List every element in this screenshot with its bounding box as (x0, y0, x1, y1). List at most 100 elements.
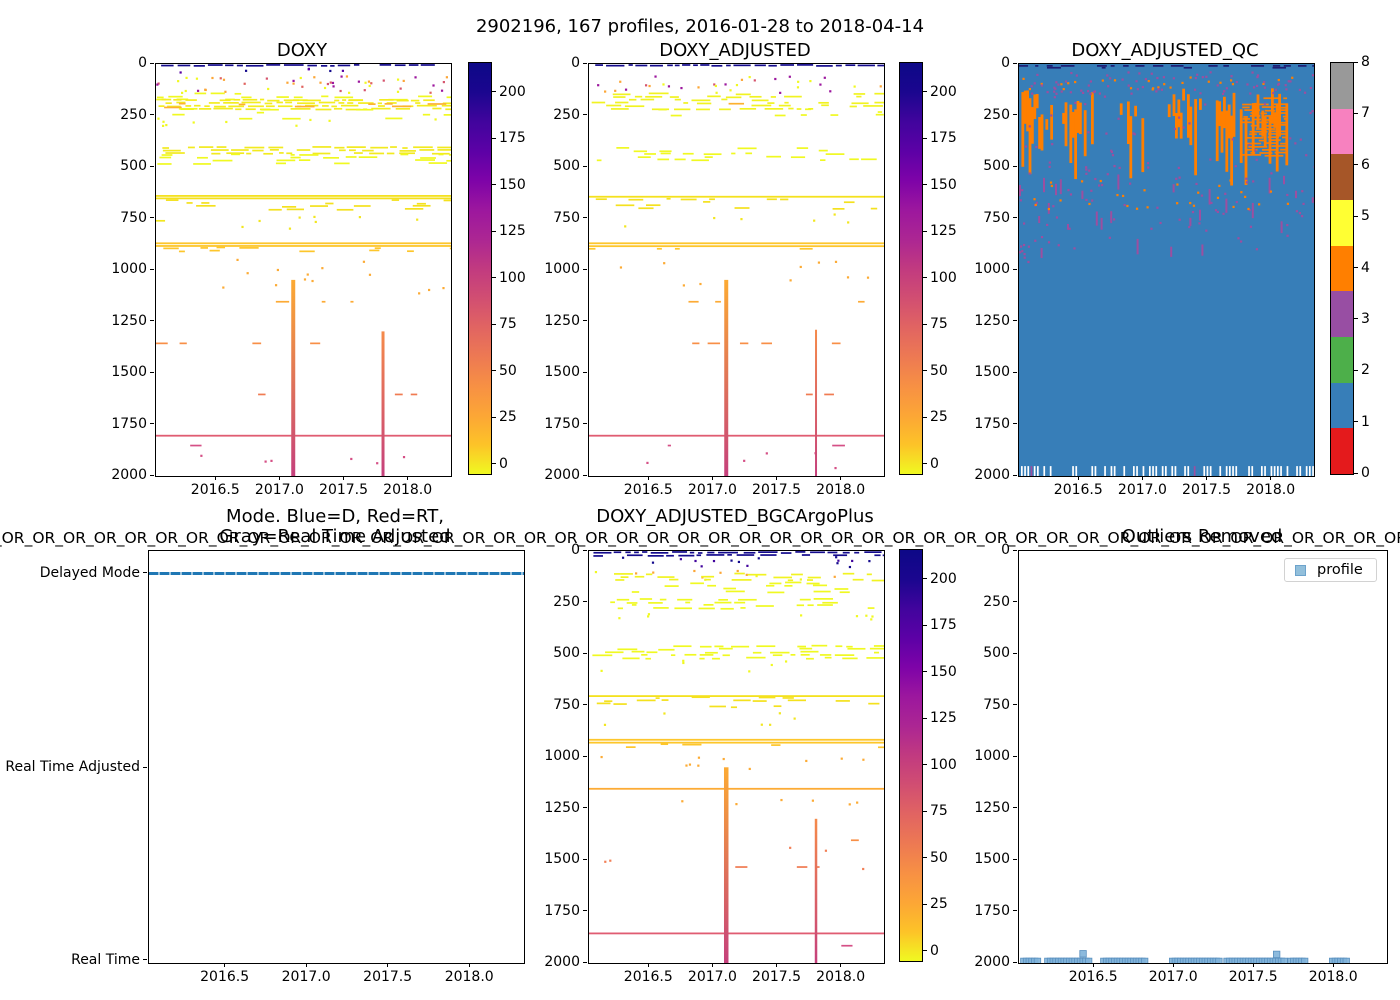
y-tick-mark (150, 165, 154, 167)
y-tick-label: 2000 (544, 467, 580, 483)
panel-title-mode-line1: Mode. Blue=D, Red=RT, (226, 506, 444, 527)
colorbar-tick-label: 75 (930, 316, 948, 333)
y-tick-mark (150, 371, 154, 373)
y-tick-label: 1000 (974, 261, 1010, 277)
legend: profile (1284, 558, 1377, 582)
colorbar-tick-label: 200 (499, 83, 526, 100)
y-tick-mark (583, 371, 587, 373)
colorbar-tick-mark (923, 416, 927, 418)
mode-tick-mark (143, 959, 147, 961)
colorbar-tick-mark (1354, 215, 1358, 217)
y-tick-label: 1750 (974, 415, 1010, 432)
colorbar-tick-label: 4 (1361, 259, 1370, 276)
x-tick-mark (1332, 963, 1334, 967)
y-tick-label: 1500 (974, 364, 1010, 380)
mode-tick-label: Delayed Mode (39, 564, 140, 581)
qc-colorbar-segment (1331, 382, 1353, 429)
x-tick-label: 2017.5 (1228, 969, 1278, 985)
profile-marker-icon (1295, 564, 1306, 576)
outliers-scatter (1020, 950, 1350, 963)
y-tick-mark (1013, 371, 1017, 373)
x-tick-mark (840, 476, 842, 480)
y-tick-mark (150, 268, 154, 270)
y-tick-mark (150, 474, 154, 476)
panel-title-outliers-removed: Outliers Removed (1121, 526, 1283, 547)
x-tick-mark (1077, 476, 1079, 480)
colorbar-tick-label: 25 (930, 409, 948, 426)
colorbar-tick-mark (923, 857, 927, 859)
y-tick-mark (150, 114, 154, 115)
p1-heatmap (156, 64, 451, 476)
y-tick-mark (1013, 217, 1017, 218)
x-tick-mark (1252, 963, 1254, 967)
colorbar-tick-mark (923, 764, 927, 766)
panel-title-doxy: DOXY (276, 40, 328, 61)
y-tick-mark (583, 858, 587, 860)
colorbar-tick-mark (1354, 267, 1358, 268)
x-tick-label: 2018.0 (1246, 482, 1296, 498)
y-tick-mark (1013, 423, 1017, 424)
y-tick-mark (150, 217, 154, 218)
x-tick-label: 2016.5 (190, 482, 240, 498)
colorbar-tick-label: 75 (930, 803, 948, 820)
x-tick-mark (647, 963, 649, 967)
y-tick-mark (583, 268, 587, 270)
x-tick-label: 2017.0 (254, 482, 304, 498)
colorbar-tick-label: 2 (1361, 362, 1370, 379)
y-tick-label: 2000 (111, 467, 147, 483)
y-tick-label: 1500 (544, 851, 580, 867)
y-tick-mark (583, 165, 587, 167)
colorbar-tick-label: 50 (930, 362, 948, 379)
y-tick-label: 0 (571, 55, 580, 71)
y-tick-mark (583, 961, 587, 963)
x-tick-mark (278, 476, 280, 480)
y-tick-label: 1250 (544, 799, 580, 816)
x-tick-label: 2017.5 (1182, 482, 1232, 498)
y-tick-mark (583, 601, 587, 602)
y-tick-label: 1000 (544, 748, 580, 764)
colorbar-tick-mark (923, 810, 927, 812)
y-tick-label: 1250 (974, 312, 1010, 329)
doxy-plot-area (155, 63, 452, 477)
mode-tick-mark (143, 572, 147, 574)
y-tick-label: 1750 (544, 415, 580, 432)
colorbar-tick-mark (1354, 61, 1358, 63)
colorbar-tick-mark (1354, 369, 1358, 371)
colorbar-tick-mark (923, 903, 927, 905)
colorbar-tick-mark (492, 323, 496, 325)
panel-title-doxy-adjusted: DOXY_ADJUSTED (659, 40, 811, 61)
y-tick-label: 0 (138, 55, 147, 71)
colorbar-tick-label: 100 (930, 756, 957, 773)
y-tick-label: 250 (983, 593, 1010, 610)
x-tick-label: 2017.5 (752, 482, 802, 498)
y-tick-mark (583, 320, 587, 321)
colorbar-tick-mark (923, 370, 927, 372)
x-tick-label: 2018.0 (816, 482, 866, 498)
y-tick-label: 500 (553, 158, 580, 174)
outliers-plot-area (1018, 550, 1388, 964)
y-tick-mark (583, 217, 587, 218)
y-tick-label: 1000 (974, 748, 1010, 764)
x-tick-mark (387, 963, 389, 967)
colorbar-tick-mark (492, 184, 496, 186)
delayed-mode-line (149, 572, 524, 575)
y-tick-mark (583, 652, 587, 654)
doxy-adjusted-colorbar (899, 62, 923, 475)
y-tick-mark (1013, 961, 1017, 963)
y-tick-mark (1013, 652, 1017, 654)
bgcargoplus-plot-area (588, 550, 885, 964)
y-tick-label: 500 (120, 158, 147, 174)
y-tick-mark (583, 704, 587, 705)
x-tick-mark (343, 476, 345, 480)
qc-colorbar-segment (1331, 108, 1353, 155)
colorbar-tick-mark (923, 91, 927, 93)
x-tick-label: 2017.5 (752, 969, 802, 985)
x-tick-mark (1092, 963, 1094, 967)
x-tick-mark (776, 476, 778, 480)
colorbar-tick-mark (923, 137, 927, 139)
colorbar-tick-label: 175 (930, 617, 957, 634)
y-tick-label: 2000 (974, 467, 1010, 483)
qc-colorbar-segment (1331, 200, 1353, 246)
colorbar-tick-label: 50 (499, 362, 517, 379)
